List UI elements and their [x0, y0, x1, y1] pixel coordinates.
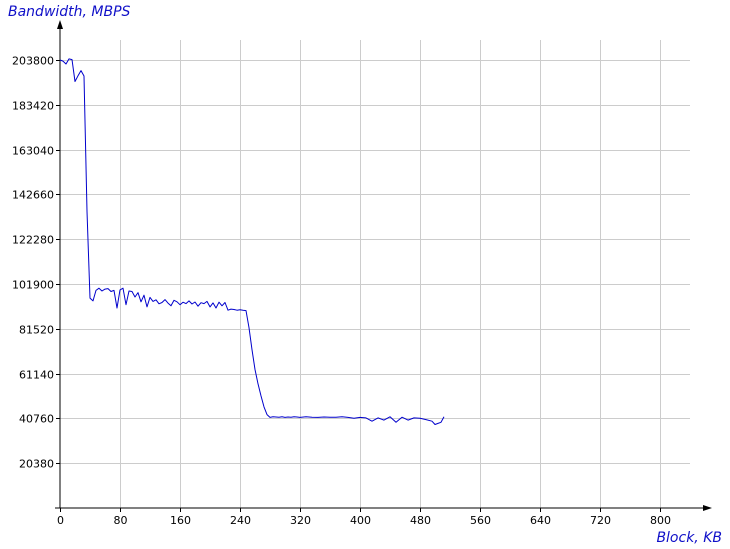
x-tick-label: 800 [650, 514, 671, 527]
x-ticks: 0 80 160 240 320 400 480 560 640 720 800 [57, 508, 671, 527]
x-tick-label: 480 [410, 514, 431, 527]
y-tick-label: 163040 [12, 145, 54, 158]
x-tick-label: 400 [350, 514, 371, 527]
axes [55, 20, 712, 511]
y-tick-label: 81520 [19, 324, 54, 337]
series-group [59, 58, 445, 425]
y-tick-label: 61140 [19, 369, 54, 382]
y-axis-arrow-icon [57, 20, 63, 29]
x-tick-label: 240 [230, 514, 251, 527]
grid [60, 40, 690, 508]
y-axis-title: Bandwidth, MBPS [8, 4, 131, 20]
y-tick-label: 183420 [12, 100, 54, 113]
y-tick-label: 142660 [12, 189, 54, 202]
y-tick-label: 101900 [12, 279, 54, 292]
y-tick-label: 40760 [19, 413, 54, 426]
series-line [59, 58, 445, 425]
x-tick-label: 320 [290, 514, 311, 527]
x-tick-label: 0 [57, 514, 64, 527]
y-tick-label: 122280 [12, 234, 54, 247]
y-ticks: 20380 40760 61140 81520 101900 122280 142660 16… [12, 55, 60, 471]
x-axis-title: Block, KB [656, 530, 722, 546]
x-tick-label: 80 [114, 514, 128, 527]
x-tick-label: 640 [530, 514, 551, 527]
x-tick-label: 720 [590, 514, 611, 527]
y-tick-label: 20380 [19, 458, 54, 471]
x-tick-label: 160 [170, 514, 191, 527]
x-axis-arrow-icon [703, 505, 712, 511]
x-tick-label: 560 [470, 514, 491, 527]
y-tick-label: 203800 [12, 55, 54, 68]
